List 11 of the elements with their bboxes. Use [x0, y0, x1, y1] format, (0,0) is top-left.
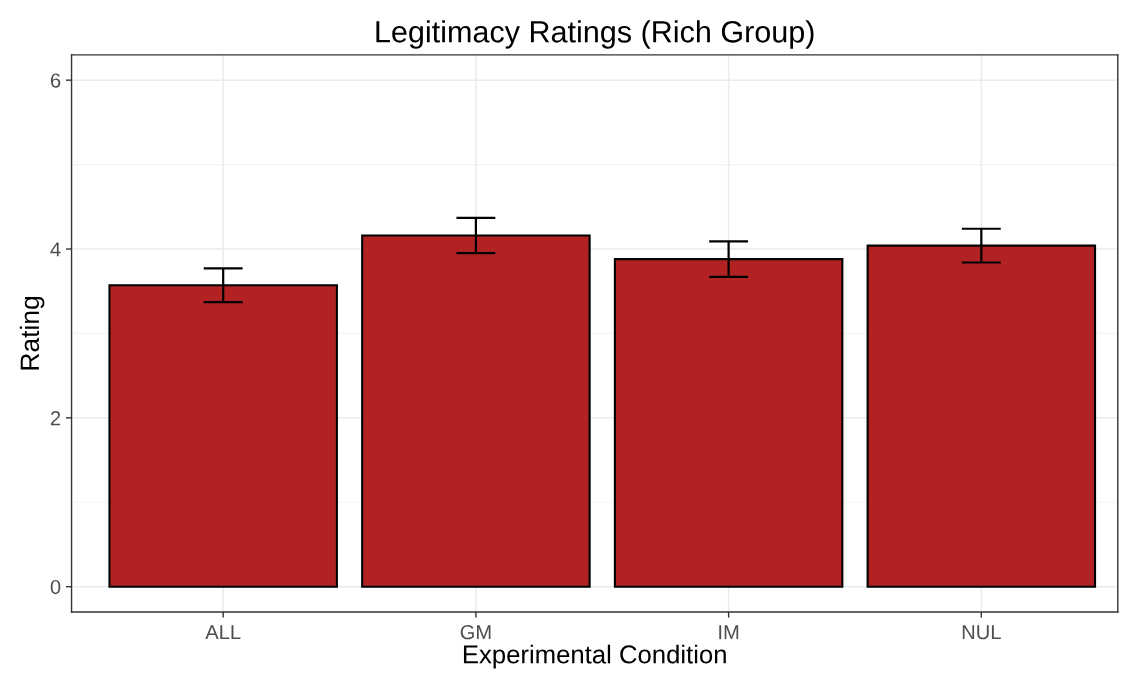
- y-tick-label: 2: [50, 411, 61, 426]
- x-tick-label: NUL: [962, 625, 1001, 640]
- x-tick-label: GM: [460, 625, 491, 640]
- y-tick-label: 6: [50, 73, 61, 88]
- chart-title: Legitimacy Ratings (Rich Group): [376, 20, 814, 49]
- x-tick-label: IM: [719, 625, 739, 640]
- y-axis-title: Rating: [19, 296, 45, 370]
- y-tick-label: 4: [50, 242, 61, 257]
- x-tick-label: ALL: [205, 625, 241, 640]
- y-tick-label: 0: [50, 579, 61, 595]
- x-axis-title: Experimental Condition: [463, 644, 726, 669]
